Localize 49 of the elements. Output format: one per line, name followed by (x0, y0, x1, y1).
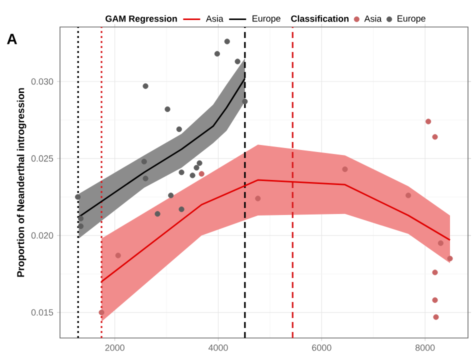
line-series (100, 179, 451, 282)
point (214, 50, 220, 57)
point (196, 160, 202, 166)
point (164, 106, 170, 112)
point (78, 223, 84, 230)
x-tick-label: 2000 (105, 344, 124, 351)
y-tick-label: 0.025 (31, 155, 54, 162)
point (74, 194, 81, 200)
legend-label: Europe (252, 15, 280, 24)
y-axis-title: Proportion of Neanderthal introgression (16, 88, 26, 277)
point (342, 166, 348, 172)
point (194, 164, 200, 171)
point (154, 211, 160, 217)
point (198, 171, 204, 177)
point (234, 58, 240, 64)
point (406, 192, 412, 198)
point (255, 196, 261, 202)
point (433, 314, 439, 320)
point (190, 172, 196, 178)
y-tick-label: 0.015 (31, 309, 54, 316)
x-tick-label: 4000 (208, 344, 228, 351)
point (142, 176, 148, 182)
x-tick-label: 6000 (312, 344, 332, 351)
point (224, 38, 230, 44)
legend-label: Asia (206, 15, 224, 22)
point (178, 206, 184, 212)
point (176, 126, 182, 132)
point (438, 240, 444, 246)
point (78, 216, 84, 222)
point (432, 134, 438, 140)
y-tick-label: 0.020 (31, 232, 54, 239)
y-tick-label: 0.030 (31, 78, 54, 85)
point (426, 118, 432, 124)
point (432, 270, 438, 276)
legend-title: GAM Regression (106, 15, 177, 24)
point (141, 158, 147, 164)
legend-label: Europe (398, 15, 426, 24)
point (242, 98, 248, 104)
point (168, 192, 174, 198)
text: Classification (291, 15, 349, 22)
point (98, 310, 104, 316)
point (115, 252, 121, 258)
x-tick-label: 8000 (416, 344, 435, 351)
point (142, 83, 148, 89)
point (447, 256, 453, 262)
text: A (6, 34, 17, 44)
point (178, 170, 184, 176)
point (432, 297, 438, 303)
legend-label: Asia (364, 15, 382, 22)
